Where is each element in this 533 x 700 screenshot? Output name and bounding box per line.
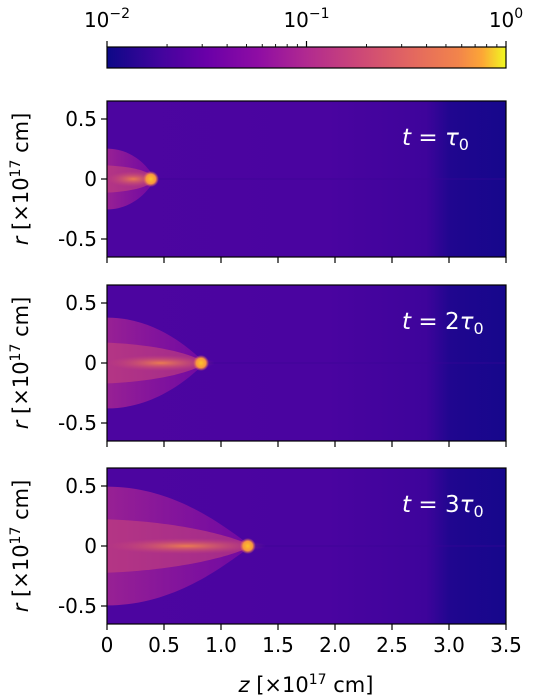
y-tick-label: 0: [84, 534, 97, 558]
y-axis-label-var: r: [9, 235, 33, 245]
colorbar: 10−2 10−1 100: [84, 6, 523, 69]
panel-time-label: t = 3τ0: [402, 492, 484, 521]
y-axis-label-post: cm]: [9, 480, 33, 527]
colorbar-tick-label: 10−1: [283, 6, 329, 32]
y-tick-label: 0.5: [65, 474, 97, 498]
x-axis-label-post: cm]: [327, 673, 374, 697]
y-tick-label: -0.5: [58, 594, 97, 618]
x-tick-label: 2.0: [319, 633, 351, 657]
y-tick-label: -0.5: [58, 411, 97, 435]
panel-time-tau: τ: [445, 125, 459, 151]
jet-head: [193, 355, 210, 371]
colorbar-tick-base: 10: [84, 8, 109, 32]
panel-image: [107, 101, 506, 257]
x-tick-label: 0.5: [148, 633, 180, 657]
panel-time-var: t: [402, 309, 412, 335]
panel-3: 0.50-0.50 0.5 1.0 1.5 2.0 2.5 3.0 3.5r [×1017 c…: [8, 467, 522, 657]
panel-time-sub: 0: [459, 135, 469, 154]
y-axis-label-var: r: [9, 602, 33, 612]
panel-time-var: t: [402, 492, 412, 518]
y-axis-label: r [×1017 cm]: [8, 113, 33, 246]
axis-labels: z [×1017 cm]: [238, 672, 374, 697]
y-tick-label: -0.5: [58, 227, 97, 251]
panel-time-tau: τ: [460, 492, 474, 518]
x-tick-label: 3.0: [433, 633, 465, 657]
jet-head: [239, 538, 256, 554]
colorbar-tick-label: 100: [489, 6, 523, 32]
x-tick-label: 2.5: [376, 633, 408, 657]
y-axis-label-pre: [×10: [9, 361, 33, 420]
colorbar-tick-label: 10−2: [84, 6, 130, 32]
x-tick-label: 1.5: [262, 633, 294, 657]
colorbar-tick-exponent: 0: [514, 6, 523, 22]
y-tick-label: 0: [84, 167, 97, 191]
panel-2: 0.50-0.5r [×1017 cm] t = 2τ0: [8, 284, 507, 447]
panel-time-eq: =: [411, 125, 445, 151]
y-axis-label-post: cm]: [9, 297, 33, 344]
y-tick-label: 0.5: [65, 107, 97, 131]
panel-time-var: t: [402, 125, 412, 151]
y-axis-label-pre: [×10: [9, 544, 33, 603]
panels: 0.50-0.5r [×1017 cm] t = τ00.50-0.5r [×10…: [8, 100, 522, 657]
y-tick-label: 0.5: [65, 291, 97, 315]
y-axis-label-exp: 17: [8, 344, 24, 362]
panel-time-coef: 2: [445, 309, 460, 335]
x-tick-label: 1.0: [205, 633, 237, 657]
panel-time-eq: =: [411, 492, 445, 518]
panel-image: [107, 285, 506, 441]
colorbar-gradient: [106, 46, 507, 69]
y-tick-label: 0: [84, 351, 97, 375]
panel-1: 0.50-0.5r [×1017 cm] t = τ0: [8, 100, 507, 263]
panel-time-tau: τ: [460, 309, 474, 335]
x-axis-label: z [×1017 cm]: [238, 672, 374, 697]
panel-time-coef: 3: [445, 492, 460, 518]
colorbar-tick-base: 10: [283, 8, 308, 32]
y-axis-label: r [×1017 cm]: [8, 480, 33, 613]
y-axis-label: r [×1017 cm]: [8, 297, 33, 430]
x-axis-label-var: z: [238, 673, 251, 697]
y-axis-label-var: r: [9, 419, 33, 429]
y-axis-label-post: cm]: [9, 113, 33, 160]
y-axis-label-exp: 17: [8, 160, 24, 178]
panel-time-label: t = 2τ0: [402, 309, 484, 338]
x-tick-label: 3.5: [490, 633, 522, 657]
colorbar-tick-exponent: −1: [309, 6, 330, 22]
x-tick-label: 0: [101, 633, 114, 657]
x-axis-label-exp: 17: [309, 672, 327, 688]
panel-time-eq: =: [411, 309, 445, 335]
jet-head: [142, 171, 159, 187]
y-axis-label-exp: 17: [8, 527, 24, 545]
panel-image: [107, 468, 506, 624]
colorbar-tick-exponent: −2: [109, 6, 130, 22]
jet-spine: [107, 538, 267, 554]
panel-time-sub: 0: [473, 502, 483, 521]
jet-spine: [107, 355, 215, 371]
colorbar-tick-base: 10: [489, 8, 514, 32]
x-axis-label-pre: [×10: [250, 673, 309, 697]
panel-time-sub: 0: [473, 319, 483, 338]
y-axis-label-pre: [×10: [9, 177, 33, 236]
panel-time-label: t = τ0: [402, 125, 469, 154]
